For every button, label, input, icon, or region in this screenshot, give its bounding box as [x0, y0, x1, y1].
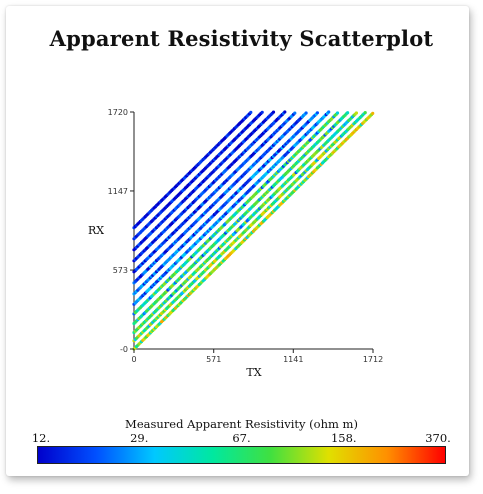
colorbar	[37, 446, 446, 464]
data-point	[335, 111, 340, 115]
y-tick-label: 1720	[108, 108, 128, 117]
y-axis-label: RX	[88, 224, 104, 237]
colorbar-tick-label: 12.	[31, 431, 51, 445]
y-tick-label: 573	[113, 266, 128, 275]
y-tick-label: -0	[120, 345, 128, 354]
data-point	[363, 111, 367, 115]
data-point	[260, 110, 264, 114]
data-point	[293, 111, 297, 115]
x-tick-label: 571	[206, 355, 221, 364]
data-point	[271, 110, 276, 114]
colorbar-tick-label: 370.	[425, 431, 451, 445]
data-point	[354, 111, 358, 115]
data-point	[371, 111, 375, 115]
data-point	[304, 111, 308, 115]
x-tick-label: 1141	[283, 355, 303, 364]
y-tick-label: 1147	[108, 187, 128, 196]
x-tick-label: 0	[131, 355, 136, 364]
data-point	[327, 110, 331, 114]
data-point	[346, 111, 350, 115]
x-axis-label: TX	[246, 366, 261, 379]
figure-frame	[6, 6, 469, 476]
x-tick-label: 1712	[363, 355, 383, 364]
colorbar-tick-label: 158.	[330, 431, 357, 445]
plot-axes	[133, 112, 373, 350]
data-point	[249, 110, 253, 114]
data-point	[315, 111, 319, 115]
data-points	[132, 110, 375, 351]
page-title: Apparent Resistivity Scatterplot	[49, 26, 434, 51]
colorbar-label: Measured Apparent Resistivity (ohm m)	[125, 417, 358, 431]
colorbar-tick-label: 29.	[130, 431, 149, 445]
data-point	[283, 110, 287, 114]
axis-ticks: 0 571 1141 1712 -0 573 1147 1720	[108, 108, 384, 364]
colorbar-tick-label: 67.	[232, 431, 251, 445]
